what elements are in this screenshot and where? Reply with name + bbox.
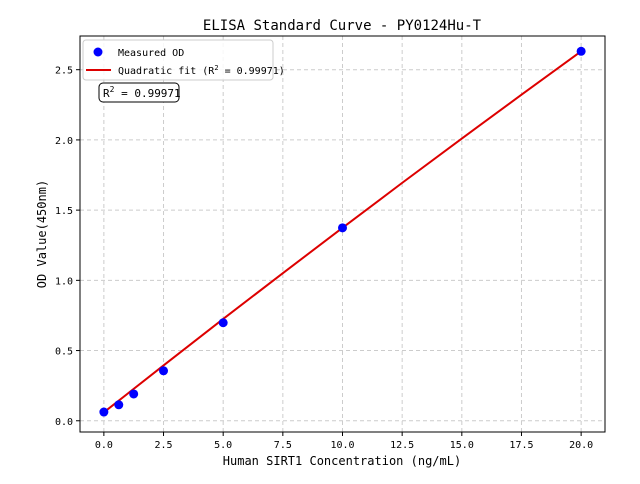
x-tick-label: 17.5 (509, 440, 533, 451)
data-point (576, 46, 586, 56)
x-tick-label: 5.0 (214, 440, 232, 451)
data-point (218, 318, 228, 328)
x-tick-label: 12.5 (390, 440, 414, 451)
legend-fit-label: Quadratic fit (R2 = 0.99971) (118, 64, 285, 77)
y-tick-label: 2.0 (55, 136, 73, 147)
chart-title: ELISA Standard Curve - PY0124Hu-T (203, 18, 482, 34)
y-tick-label: 0.0 (55, 417, 73, 428)
x-tick-label: 10.0 (330, 440, 354, 451)
x-tick-label: 20.0 (569, 440, 593, 451)
legend: Measured OD Quadratic fit (R2 = 0.99971) (82, 39, 285, 81)
legend-scatter-marker (93, 47, 103, 57)
y-tick-label: 0.5 (55, 347, 73, 358)
r-squared-annotation: R2 = 0.99971 (98, 82, 181, 103)
y-tick-label: 1.5 (55, 206, 73, 217)
data-point (159, 366, 169, 376)
ticks: 0.0 2.5 5.0 7.5 10.0 12.5 15.0 17.5 20.0 0.0 0.5 1.… (55, 66, 593, 451)
x-tick-label: 2.5 (154, 440, 172, 451)
data-point (129, 389, 139, 399)
x-tick-label: 15.0 (450, 440, 474, 451)
x-tick-label: 0.0 (95, 440, 113, 451)
x-axis-label: Human SIRT1 Concentration (ng/mL) (223, 454, 461, 468)
y-axis-label: OD Value(450nm) (35, 180, 49, 288)
annotation-box (98, 82, 180, 103)
y-tick-label: 2.5 (55, 66, 73, 77)
data-point (338, 223, 347, 233)
marks (99, 46, 586, 417)
annotation-text: R2 = 0.99971 (103, 85, 181, 100)
data-point (99, 407, 109, 417)
y-tick-label: 1.0 (55, 276, 73, 287)
grid (80, 36, 605, 432)
x-tick-label: 7.5 (274, 440, 292, 451)
data-point (114, 400, 124, 410)
legend-scatter-label: Measured OD (118, 48, 184, 59)
legend-box (82, 39, 274, 81)
